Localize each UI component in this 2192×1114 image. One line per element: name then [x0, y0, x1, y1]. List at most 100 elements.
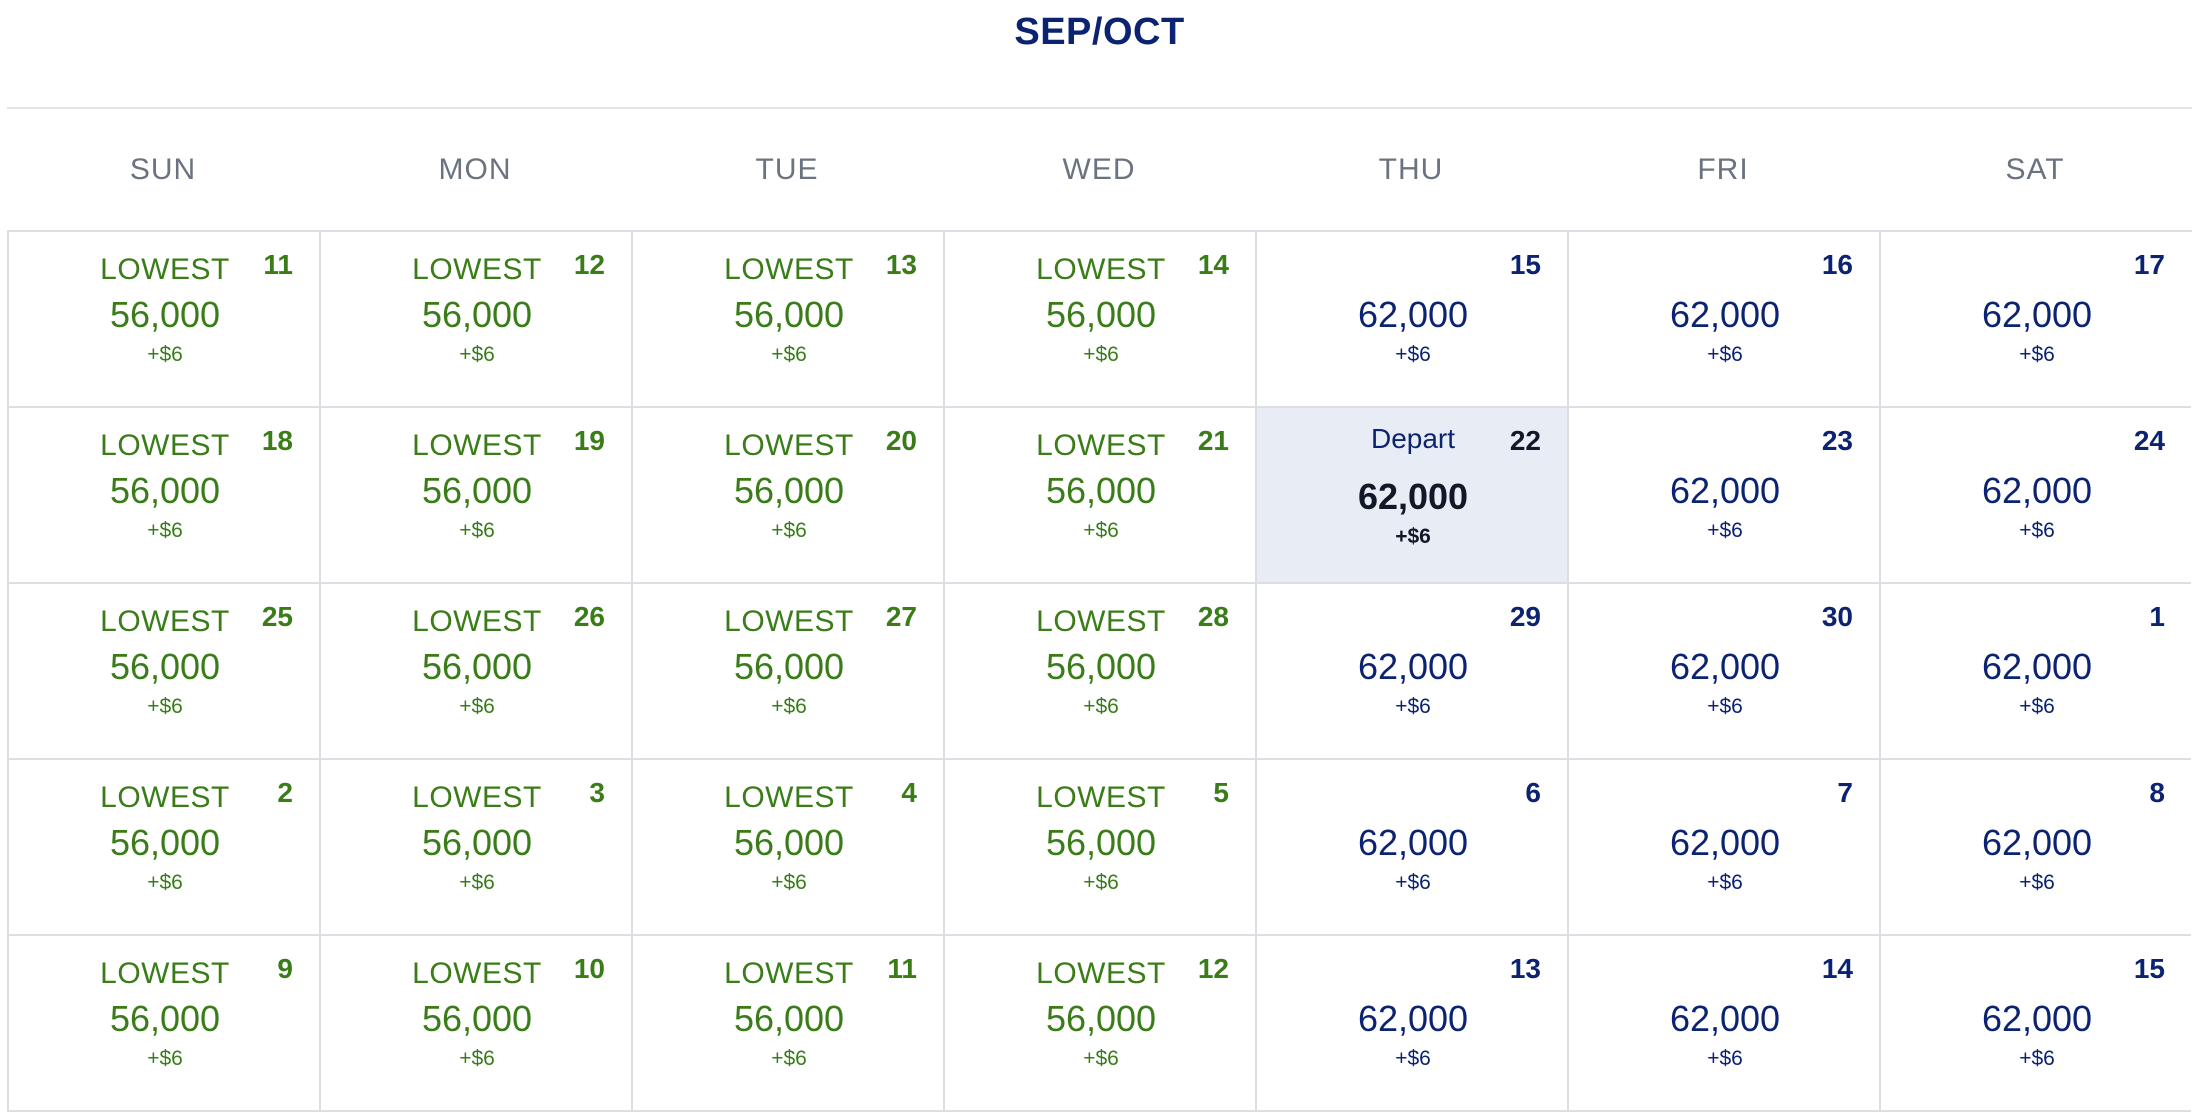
date-cell[interactable]: 23 62,000 +$6	[1567, 408, 1879, 584]
fare-points: 56,000	[421, 470, 533, 511]
day-number: 8	[2149, 777, 2165, 808]
day-number: 20	[885, 425, 917, 456]
day-number: 10	[573, 953, 605, 984]
fare-fees: +$6	[1395, 871, 1431, 894]
date-cell[interactable]: LOWEST 19 56,000 +$6	[319, 408, 631, 584]
fare-fees: +$6	[459, 519, 495, 542]
fare-points: 56,000	[1045, 998, 1157, 1039]
date-cell[interactable]: LOWEST 11 56,000 +$6	[7, 232, 319, 408]
fare-fees: +$6	[771, 519, 807, 542]
date-cell[interactable]: 29 62,000 +$6	[1255, 584, 1567, 760]
fare-points: 62,000	[1981, 294, 2093, 335]
date-cell[interactable]: 15 62,000 +$6	[1879, 936, 2191, 1112]
day-number: 18	[261, 425, 293, 456]
date-cell[interactable]: 17 62,000 +$6	[1879, 232, 2191, 408]
fare-fees: +$6	[1083, 519, 1119, 542]
fare-fees: +$6	[1707, 1047, 1743, 1070]
date-cell[interactable]: LOWEST 27 56,000 +$6	[631, 584, 943, 760]
day-number: 9	[277, 953, 293, 984]
lowest-fare-label: LOWEST	[1036, 605, 1166, 638]
fare-fees: +$6	[1083, 343, 1119, 366]
fare-points: 62,000	[1669, 646, 1781, 687]
date-cell[interactable]: LOWEST 20 56,000 +$6	[631, 408, 943, 584]
lowest-fare-label: LOWEST	[412, 781, 542, 814]
date-cell[interactable]: LOWEST 26 56,000 +$6	[319, 584, 631, 760]
date-cell[interactable]: 16 62,000 +$6	[1567, 232, 1879, 408]
lowest-fare-label: LOWEST	[100, 605, 230, 638]
date-cell[interactable]: 14 62,000 +$6	[1567, 936, 1879, 1112]
date-cell[interactable]: LOWEST 25 56,000 +$6	[7, 584, 319, 760]
fare-fees: +$6	[1083, 1047, 1119, 1070]
day-number: 14	[1197, 249, 1229, 280]
date-cell[interactable]: LOWEST 10 56,000 +$6	[319, 936, 631, 1112]
weekday-mon: MON	[438, 152, 512, 186]
fare-fees: +$6	[2019, 1047, 2055, 1070]
date-cell[interactable]: LOWEST 21 56,000 +$6	[943, 408, 1255, 584]
date-cell[interactable]: LOWEST 14 56,000 +$6	[943, 232, 1255, 408]
fare-points: 62,000	[1669, 294, 1781, 335]
fare-fees: +$6	[1083, 871, 1119, 894]
date-cell[interactable]: LOWEST 4 56,000 +$6	[631, 760, 943, 936]
day-number: 29	[1509, 601, 1541, 632]
lowest-fare-label: LOWEST	[1036, 781, 1166, 814]
fare-points: 56,000	[109, 822, 221, 863]
fare-points: 62,000	[1357, 646, 1469, 687]
weekday-fri: FRI	[1697, 152, 1749, 186]
day-number: 4	[901, 777, 917, 808]
date-cell[interactable]: 1 62,000 +$6	[1879, 584, 2191, 760]
day-number: 30	[1821, 601, 1853, 632]
day-number: 12	[1197, 953, 1229, 984]
day-number: 21	[1197, 425, 1229, 456]
fare-fees: +$6	[147, 695, 183, 718]
fare-points: 56,000	[733, 998, 845, 1039]
date-cell[interactable]: LOWEST 9 56,000 +$6	[7, 936, 319, 1112]
fare-fees: +$6	[147, 871, 183, 894]
fare-points: 62,000	[1669, 470, 1781, 511]
date-cell[interactable]: 13 62,000 +$6	[1255, 936, 1567, 1112]
date-cell[interactable]: LOWEST 13 56,000 +$6	[631, 232, 943, 408]
day-number: 13	[885, 249, 917, 280]
lowest-fare-label: LOWEST	[724, 253, 854, 286]
date-cell[interactable]: LOWEST 2 56,000 +$6	[7, 760, 319, 936]
fare-fees: +$6	[459, 1047, 495, 1070]
fare-points: 62,000	[1357, 294, 1469, 335]
fare-fees: +$6	[2019, 343, 2055, 366]
fare-fees: +$6	[2019, 695, 2055, 718]
fare-points: 56,000	[109, 998, 221, 1039]
date-cell-selected[interactable]: Depart 22 62,000 +$6	[1255, 408, 1567, 584]
day-number: 17	[2133, 249, 2165, 280]
date-cell[interactable]: LOWEST 11 56,000 +$6	[631, 936, 943, 1112]
day-number: 6	[1525, 777, 1541, 808]
weekday-header: SUN MON TUE WED THU FRI SAT	[7, 109, 2187, 230]
date-cell[interactable]: 7 62,000 +$6	[1567, 760, 1879, 936]
date-cell[interactable]: 6 62,000 +$6	[1255, 760, 1567, 936]
day-number: 28	[1197, 601, 1229, 632]
fare-fees: +$6	[459, 871, 495, 894]
fare-fees: +$6	[1395, 343, 1431, 366]
date-cell[interactable]: 15 62,000 +$6	[1255, 232, 1567, 408]
lowest-fare-label: LOWEST	[724, 429, 854, 462]
date-cell[interactable]: 24 62,000 +$6	[1879, 408, 2191, 584]
date-cell[interactable]: LOWEST 18 56,000 +$6	[7, 408, 319, 584]
date-cell[interactable]: LOWEST 12 56,000 +$6	[943, 936, 1255, 1112]
day-number: 7	[1837, 777, 1853, 808]
date-cell[interactable]: 30 62,000 +$6	[1567, 584, 1879, 760]
title-divider	[7, 107, 2192, 109]
fare-points: 56,000	[421, 646, 533, 687]
date-cell[interactable]: LOWEST 3 56,000 +$6	[319, 760, 631, 936]
fare-fees: +$6	[771, 871, 807, 894]
lowest-fare-label: LOWEST	[412, 429, 542, 462]
fare-points: 56,000	[109, 646, 221, 687]
fare-points: 56,000	[733, 646, 845, 687]
fare-fees: +$6	[1707, 519, 1743, 542]
fare-fees: +$6	[1707, 871, 1743, 894]
day-number: 22	[1509, 425, 1541, 456]
date-cell[interactable]: LOWEST 5 56,000 +$6	[943, 760, 1255, 936]
day-number: 19	[573, 425, 605, 456]
date-cell[interactable]: 8 62,000 +$6	[1879, 760, 2191, 936]
fare-fees: +$6	[1707, 695, 1743, 718]
date-cell[interactable]: LOWEST 12 56,000 +$6	[319, 232, 631, 408]
date-cell[interactable]: LOWEST 28 56,000 +$6	[943, 584, 1255, 760]
fare-points: 62,000	[1981, 998, 2093, 1039]
